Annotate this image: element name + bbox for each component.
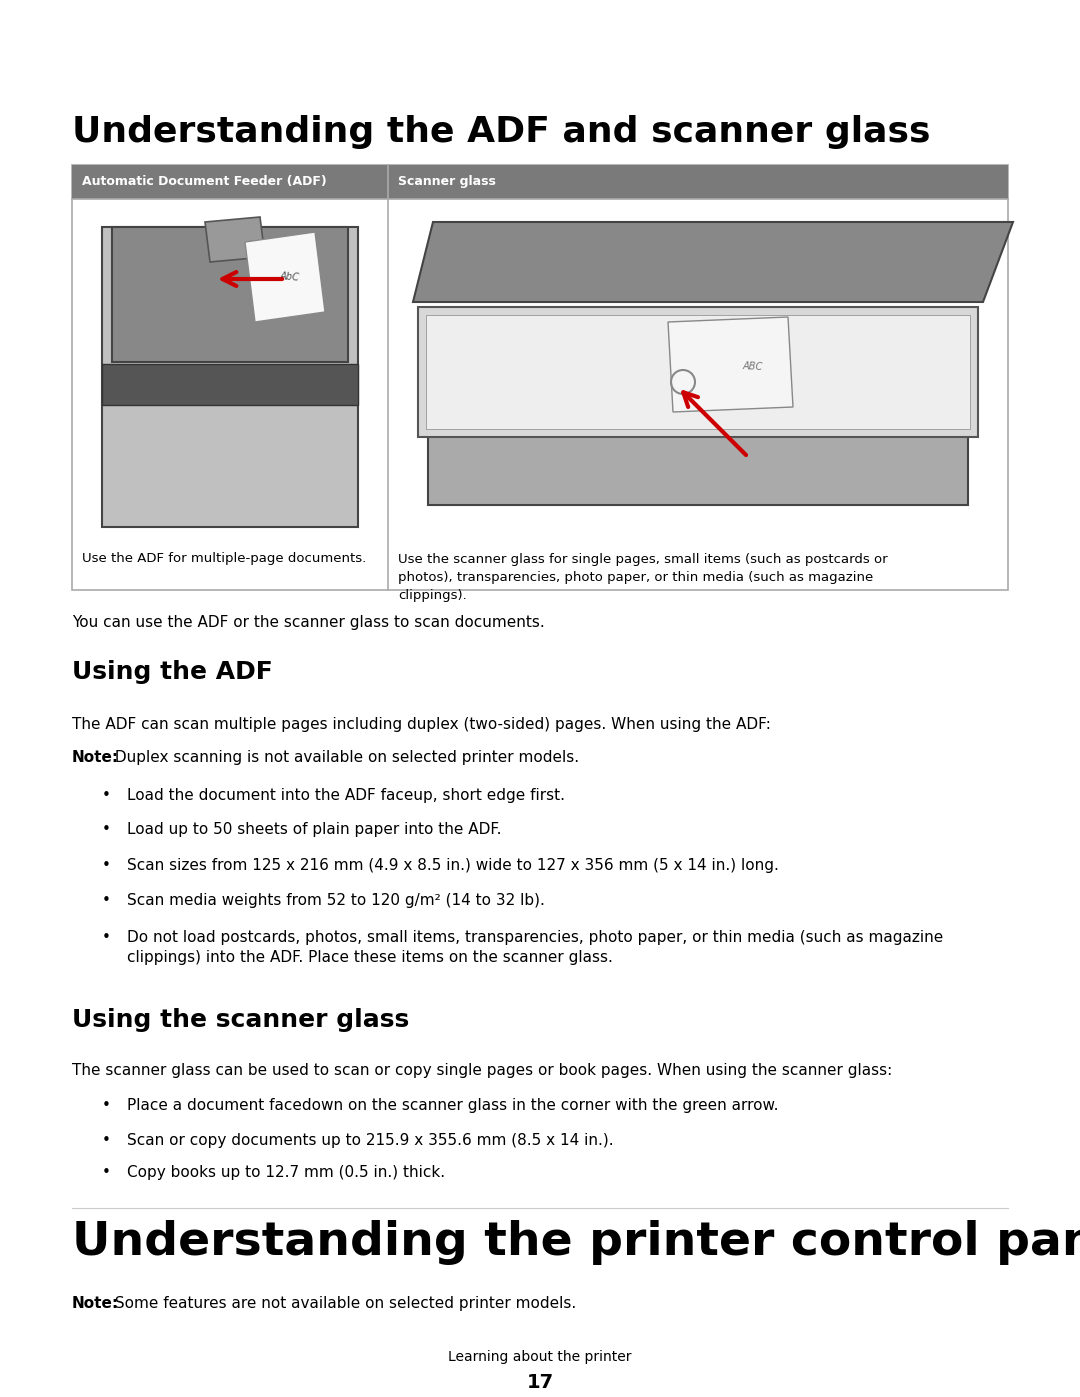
Text: Scan or copy documents up to 215.9 x 355.6 mm (8.5 x 14 in.).: Scan or copy documents up to 215.9 x 355… [127,1133,613,1148]
Text: •: • [102,788,111,803]
Text: You can use the ADF or the scanner glass to scan documents.: You can use the ADF or the scanner glass… [72,615,544,630]
Text: •: • [102,821,111,837]
Text: The scanner glass can be used to scan or copy single pages or book pages. When u: The scanner glass can be used to scan or… [72,1063,892,1078]
Polygon shape [413,222,1013,302]
Text: Using the ADF: Using the ADF [72,659,273,685]
FancyBboxPatch shape [428,327,968,504]
Text: Scanner glass: Scanner glass [399,176,496,189]
Text: Automatic Document Feeder (ADF): Automatic Document Feeder (ADF) [82,176,327,189]
Text: The ADF can scan multiple pages including duplex (two-sided) pages. When using t: The ADF can scan multiple pages includin… [72,717,771,732]
Polygon shape [205,217,265,263]
Polygon shape [669,317,793,412]
Text: •: • [102,1133,111,1148]
Text: •: • [102,1165,111,1180]
Bar [72,165,1008,198]
Text: Copy books up to 12.7 mm (0.5 in.) thick.: Copy books up to 12.7 mm (0.5 in.) thick… [127,1165,445,1180]
Text: Do not load postcards, photos, small items, transparencies, photo paper, or thin: Do not load postcards, photos, small ite… [127,930,943,965]
Polygon shape [245,232,325,321]
Text: Scan media weights from 52 to 120 g/m² (14 to 32 lb).: Scan media weights from 52 to 120 g/m² (… [127,893,545,908]
FancyBboxPatch shape [102,365,357,405]
Text: 17: 17 [526,1373,554,1391]
Text: •: • [102,858,111,873]
Text: Note:: Note: [72,750,119,766]
Text: Learning about the printer: Learning about the printer [448,1350,632,1363]
Text: AbC: AbC [280,271,300,282]
Text: Duplex scanning is not available on selected printer models.: Duplex scanning is not available on sele… [110,750,579,766]
Text: Using the scanner glass: Using the scanner glass [72,1009,409,1032]
Text: Understanding the printer control panel: Understanding the printer control panel [72,1220,1080,1266]
Text: ABC: ABC [743,362,764,373]
Text: •: • [102,930,111,944]
Text: Some features are not available on selected printer models.: Some features are not available on selec… [110,1296,577,1310]
Text: •: • [102,893,111,908]
Text: Note:: Note: [72,1296,119,1310]
Text: Place a document facedown on the scanner glass in the corner with the green arro: Place a document facedown on the scanner… [127,1098,779,1113]
Text: Load the document into the ADF faceup, short edge first.: Load the document into the ADF faceup, s… [127,788,565,803]
Bar [72,165,1008,590]
FancyBboxPatch shape [102,226,357,527]
Text: •: • [102,1098,111,1113]
FancyBboxPatch shape [112,226,348,362]
FancyBboxPatch shape [418,307,978,437]
Text: Scan sizes from 125 x 216 mm (4.9 x 8.5 in.) wide to 127 x 356 mm (5 x 14 in.) l: Scan sizes from 125 x 216 mm (4.9 x 8.5 … [127,858,779,873]
Text: Understanding the ADF and scanner glass: Understanding the ADF and scanner glass [72,115,931,149]
Text: Use the scanner glass for single pages, small items (such as postcards or
photos: Use the scanner glass for single pages, … [399,553,888,602]
Text: Use the ADF for multiple-page documents.: Use the ADF for multiple-page documents. [82,552,366,564]
FancyBboxPatch shape [426,314,970,429]
Text: Load up to 50 sheets of plain paper into the ADF.: Load up to 50 sheets of plain paper into… [127,821,501,837]
